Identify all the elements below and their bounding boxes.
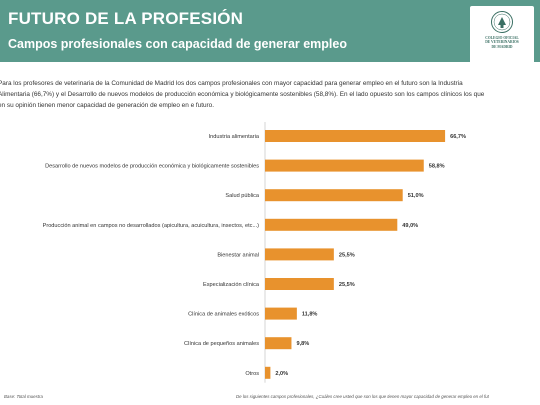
value-label: 9,8% — [296, 341, 309, 347]
category-label: Bienestar animal — [217, 252, 259, 258]
bar — [265, 307, 297, 320]
category-label: Desarrollo de nuevos modelos de producci… — [45, 164, 259, 170]
seal-icon — [491, 11, 513, 33]
category-label: Especialización clínica — [203, 282, 260, 288]
bar — [265, 218, 398, 231]
bar — [265, 366, 271, 379]
intro-line: en su opinión tienen menor capacidad de … — [0, 102, 215, 109]
logo-lettering: COLEGIO OFICIAL DE VETERINARIOS DE MADRI… — [470, 36, 534, 49]
base-note: Base: Total muestra — [4, 394, 43, 399]
category-label: Producción animal en campos no desarroll… — [43, 223, 260, 229]
college-logo: COLEGIO OFICIAL DE VETERINARIOS DE MADRI… — [470, 6, 534, 70]
value-label: 49,0% — [402, 223, 418, 229]
bar — [265, 248, 334, 261]
value-label: 25,5% — [339, 252, 355, 258]
page-subtitle: Campos profesionales con capacidad de ge… — [8, 37, 347, 51]
logo-line: COLEGIO OFICIAL — [485, 36, 519, 40]
category-label: Industria alimentaria — [209, 134, 260, 140]
value-label: 11,8% — [302, 312, 318, 318]
page-title: FUTURO DE LA PROFESIÓN — [8, 9, 244, 28]
bar — [265, 159, 424, 172]
value-label: 51,0% — [408, 193, 424, 199]
value-label: 66,7% — [450, 134, 466, 140]
logo-line: DE VETERINARIOS — [485, 40, 519, 45]
intro-text: Para los profesores de veterinaria de la… — [0, 78, 540, 111]
category-label: Otros — [245, 371, 259, 377]
category-label: Clínica de pequeños animales — [184, 341, 259, 347]
category-label: Salud pública — [225, 193, 259, 199]
logo-line: DE MADRID — [491, 44, 513, 49]
bar — [265, 130, 446, 142]
value-label: 25,5% — [339, 282, 355, 288]
bar-chart: Industria alimentaria 66,7% Desarrollo de … — [43, 122, 466, 383]
bar — [265, 337, 292, 350]
value-label: 58,8% — [429, 164, 445, 170]
header-banner: FUTURO DE LA PROFESIÓN Campos profesiona… — [0, 0, 540, 62]
category-label: Clínica de animales exóticos — [188, 312, 259, 318]
intro-line: Para los profesores de veterinaria de la… — [0, 80, 463, 87]
bar — [265, 189, 403, 202]
value-label: 2,0% — [275, 371, 288, 377]
question-note: De los siguientes campos profesionales, … — [236, 394, 489, 399]
bar — [265, 278, 334, 290]
intro-line: Alimentaria (66,7%) y el Desarrollo de n… — [0, 91, 485, 98]
